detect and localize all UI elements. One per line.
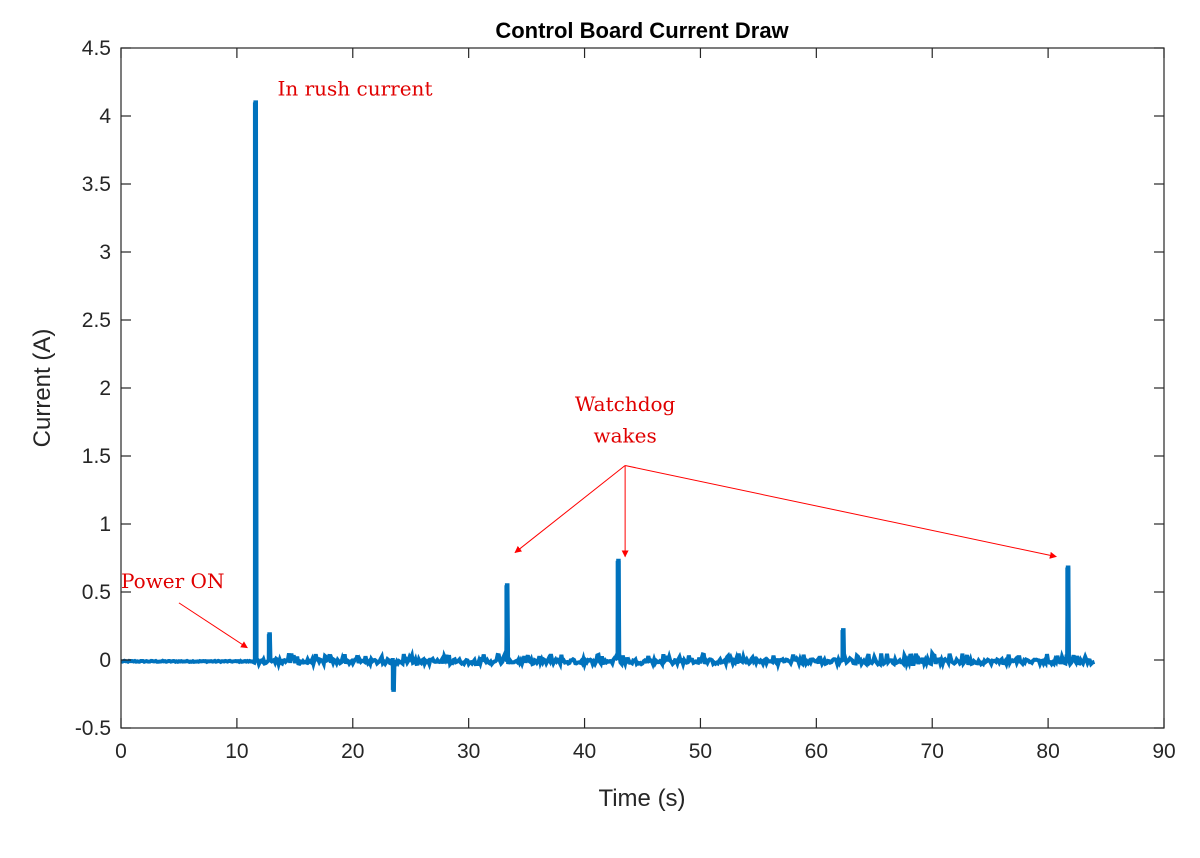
annotation-text-2: Watchdog bbox=[575, 392, 676, 416]
y-tick-label: 2.5 bbox=[82, 309, 111, 332]
annotation-layer: In rush current Power ON Watchdog wakes bbox=[121, 77, 1057, 649]
annotation-arrow-3-0 bbox=[514, 465, 626, 553]
x-axis-label: Time (s) bbox=[598, 785, 685, 812]
plot-area bbox=[121, 48, 1164, 728]
axis-layer: 0 10 20 30 40 50 60 70 80 90-0.500.511.522.533.54… bbox=[75, 37, 1176, 763]
annotation-text-0: In rush current bbox=[277, 77, 432, 101]
x-tick-label: 70 bbox=[921, 740, 944, 763]
x-tick-label: 80 bbox=[1036, 740, 1059, 763]
x-tick-label: 50 bbox=[689, 740, 712, 763]
y-tick-label: 0.5 bbox=[82, 581, 111, 604]
y-tick-label: 3 bbox=[99, 241, 111, 264]
y-tick-label: 2 bbox=[99, 377, 111, 400]
series-layer bbox=[120, 100, 1096, 692]
y-tick-label: 1 bbox=[99, 513, 111, 536]
y-tick-label: 3.5 bbox=[82, 173, 111, 196]
y-tick-label: -0.5 bbox=[75, 717, 111, 740]
y-axis-label: Current (A) bbox=[29, 329, 56, 448]
x-tick-label: 30 bbox=[457, 740, 480, 763]
x-tick-label: 20 bbox=[341, 740, 364, 763]
series-line bbox=[120, 100, 1096, 692]
x-tick-label: 40 bbox=[573, 740, 596, 763]
x-tick-label: 90 bbox=[1152, 740, 1175, 763]
x-tick-label: 60 bbox=[805, 740, 828, 763]
x-tick-label: 10 bbox=[225, 740, 248, 763]
annotation-arrow-1 bbox=[178, 602, 248, 649]
annotation-text-1: Power ON bbox=[121, 569, 224, 593]
x-tick-label: 0 bbox=[115, 740, 127, 763]
annotation-arrow-3-2 bbox=[625, 465, 1057, 559]
y-tick-label: 0 bbox=[99, 649, 111, 672]
chart-title: Control Board Current Draw bbox=[495, 18, 789, 43]
y-tick-label: 4 bbox=[99, 105, 111, 128]
y-tick-label: 4.5 bbox=[82, 37, 111, 60]
y-tick-label: 1.5 bbox=[82, 445, 111, 468]
annotation-text-3: wakes bbox=[593, 423, 656, 447]
